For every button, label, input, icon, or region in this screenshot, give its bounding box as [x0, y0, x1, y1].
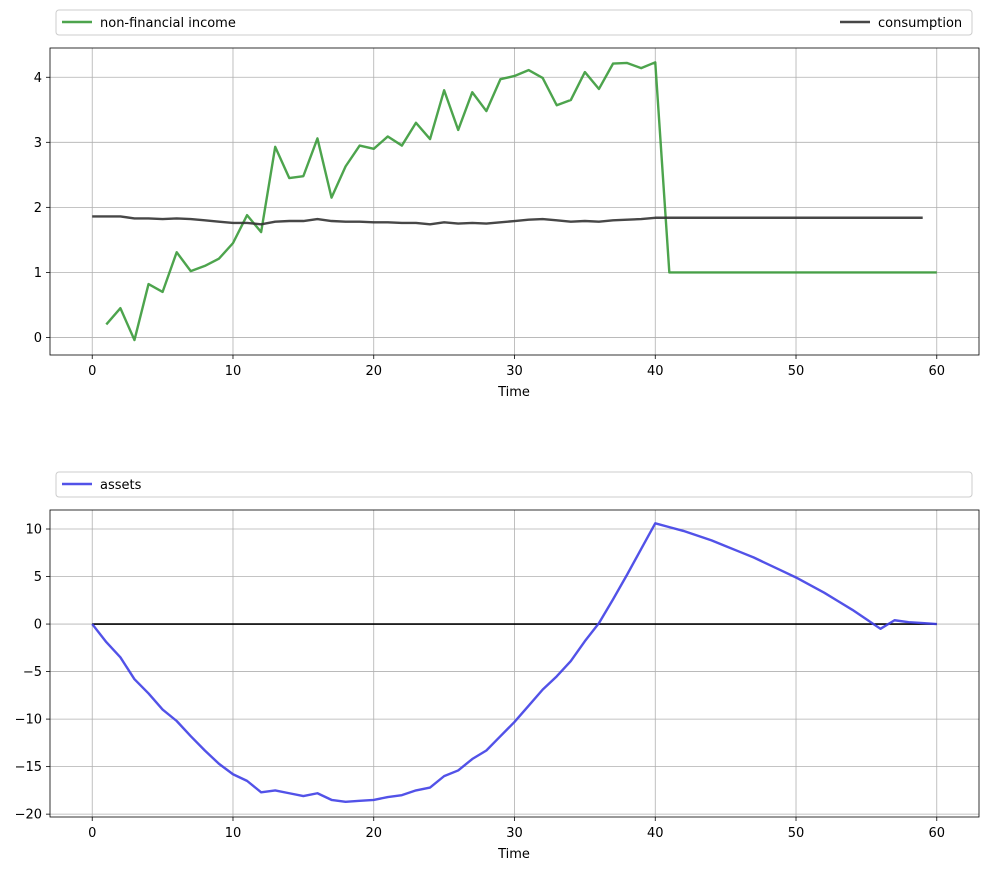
series-group [91, 522, 937, 803]
x-tick-label: 20 [365, 826, 382, 841]
y-tick-label: −20 [15, 808, 42, 823]
y-tick-label: −5 [23, 665, 42, 680]
x-axis-label: Time [497, 385, 530, 400]
grid-lines [50, 48, 979, 355]
x-tick-label: 50 [788, 364, 805, 379]
x-tick-labels: 0 10 20 30 40 50 60 [88, 817, 945, 841]
x-axis-label: Time [497, 847, 530, 862]
y-tick-label: 0 [34, 331, 42, 346]
x-tick-label: 0 [88, 364, 96, 379]
series-line-consumption [92, 215, 923, 226]
y-tick-label: 2 [34, 201, 42, 216]
y-tick-labels: 10 5 0 −5 −10 −15 −20 [15, 523, 50, 823]
y-tick-label: 1 [34, 266, 42, 281]
legend-box: non-financial income consumption [55, 9, 973, 36]
x-tick-label: 40 [647, 826, 664, 841]
x-tick-label: 30 [506, 364, 523, 379]
legend-label-assets: assets [100, 478, 142, 493]
x-tick-label: 10 [225, 826, 242, 841]
y-tick-label: 3 [34, 136, 42, 151]
legend-label-consumption: consumption [878, 16, 962, 31]
y-tick-labels: 0 1 2 3 4 [34, 71, 50, 346]
x-tick-label: 10 [225, 364, 242, 379]
y-tick-label: 0 [34, 618, 42, 633]
series-line-assets [91, 522, 937, 803]
x-tick-label: 30 [506, 826, 523, 841]
y-tick-label: −15 [15, 760, 42, 775]
series-group [92, 61, 937, 342]
legend-box: assets [55, 471, 973, 498]
grid-lines [50, 510, 979, 817]
y-tick-label: −10 [15, 713, 42, 728]
legend-label-income: non-financial income [100, 16, 236, 31]
y-tick-label: 5 [34, 570, 42, 585]
x-tick-labels: 0 10 20 30 40 50 60 [88, 355, 945, 379]
x-tick-label: 0 [88, 826, 96, 841]
x-tick-label: 20 [365, 364, 382, 379]
y-tick-label: 10 [25, 523, 42, 538]
series-line-non-financial-income [105, 61, 937, 342]
x-tick-label: 50 [788, 826, 805, 841]
income-consumption-panel: 0 10 20 30 40 50 60 0 1 2 3 4 Time non-financial i… [34, 9, 980, 400]
x-tick-label: 60 [928, 826, 945, 841]
x-tick-label: 60 [928, 364, 945, 379]
y-tick-label: 4 [34, 71, 42, 86]
x-tick-label: 40 [647, 364, 664, 379]
